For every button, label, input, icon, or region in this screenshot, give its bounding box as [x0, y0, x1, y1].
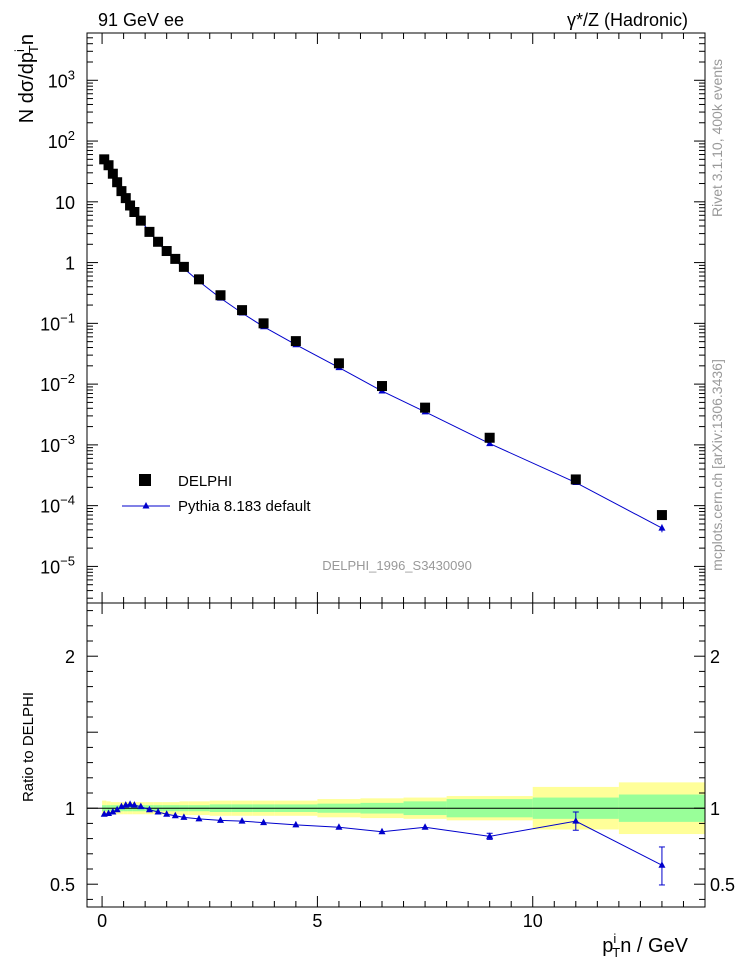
- legend-mc-label: Pythia 8.183 default: [178, 498, 311, 515]
- ratio-mc-point: [126, 800, 134, 807]
- ratio-mc-point: [658, 861, 666, 868]
- data-point: [333, 358, 344, 369]
- legend-data-marker: [139, 474, 151, 486]
- legend-data-label: DELPHI: [178, 473, 232, 490]
- ratio-mc-point: [260, 818, 268, 826]
- ratio-mc-point: [335, 823, 343, 830]
- main-y-tick-label: 10−5: [40, 553, 75, 577]
- ratio-mc-point: [113, 805, 121, 813]
- ratio-mc-point: [180, 813, 188, 820]
- data-point: [120, 193, 131, 204]
- data-point: [290, 336, 301, 347]
- ratio-mc-point: [421, 823, 429, 830]
- ratio-y-tick-label-right: 1: [710, 799, 720, 819]
- mc-point: [658, 524, 666, 531]
- ratio-plot-frame: [86, 602, 706, 908]
- ratio-y-tick-label: 1: [65, 799, 75, 819]
- data-point: [135, 215, 146, 226]
- ratio-mc-point: [217, 816, 225, 823]
- main-y-tick-label: 1: [65, 254, 75, 274]
- ratio-mc-point: [109, 808, 117, 815]
- ratio-mc-point: [130, 801, 138, 808]
- ratio-y-tick-label: 2: [65, 647, 75, 667]
- ratio-mc-point: [238, 817, 246, 824]
- ratio-mc-point: [171, 811, 179, 819]
- data-point: [116, 186, 127, 197]
- main-y-tick-label: 10−1: [40, 310, 75, 334]
- x-tick-label: 0: [97, 911, 107, 931]
- mc-point: [486, 439, 494, 447]
- data-point: [129, 206, 140, 217]
- ratio-y-tick-label-right: 2: [710, 647, 720, 667]
- energy-label: 91 GeV ee: [98, 10, 184, 30]
- main-y-tick-label: 10−4: [40, 493, 75, 517]
- ratio-panel: 0 5 10 0.5 0.5 1 1 2 2: [50, 602, 735, 931]
- ratio-mc-point: [572, 817, 580, 824]
- data-point: [153, 236, 164, 247]
- data-point: [484, 432, 495, 443]
- data-point: [144, 226, 155, 237]
- main-y-axis-label: N dσ/dpiTn: [12, 34, 41, 123]
- ratio-y-axis-label: Ratio to DELPHI: [20, 692, 37, 802]
- ratio-mc-point: [378, 827, 386, 835]
- data-point: [377, 381, 388, 392]
- legend: DELPHI Pythia 8.183 default: [122, 473, 311, 515]
- data-point: [112, 177, 123, 188]
- ratio-mc-point: [154, 808, 162, 815]
- data-point: [193, 274, 204, 285]
- data-point: [237, 305, 248, 316]
- data-point: [570, 474, 581, 485]
- main-y-tick-label: 10−3: [40, 432, 75, 456]
- data-point: [178, 261, 189, 272]
- main-y-tick-label: 102: [48, 128, 75, 152]
- ratio-y-tick-label: 0.5: [50, 875, 75, 895]
- main-y-tick-label: 10−2: [40, 371, 75, 395]
- ratio-mc-point: [486, 832, 494, 839]
- x-tick-label: 5: [312, 911, 322, 931]
- data-point: [656, 510, 667, 521]
- data-point: [125, 200, 136, 211]
- main-y-tick-label: 10: [55, 193, 75, 213]
- x-axis-label: pi Tn / GeV: [602, 931, 688, 960]
- data-point: [420, 402, 431, 413]
- legend-mc-marker: [142, 502, 150, 509]
- data-point: [170, 253, 181, 264]
- main-panel: 10−5 10−4 10−3 10−2 10−1 1 10 102 103: [40, 32, 706, 604]
- ratio-mc-point: [137, 802, 145, 810]
- mcplots-label: mcplots.cern.ch [arXiv:1306.3436]: [709, 359, 725, 571]
- x-tick-label: 10: [523, 911, 543, 931]
- data-point: [107, 168, 118, 179]
- data-point: [99, 154, 110, 165]
- ratio-mc-point: [163, 810, 171, 817]
- data-point: [161, 246, 172, 257]
- ratio-mc-point: [292, 820, 300, 828]
- ratio-y-tick-label-right: 0.5: [710, 875, 735, 895]
- data-point: [103, 160, 114, 171]
- analysis-label: DELPHI_1996_S3430090: [322, 558, 472, 573]
- process-label: γ*/Z (Hadronic): [567, 10, 688, 30]
- data-point: [258, 318, 269, 329]
- ratio-mc-point: [195, 814, 203, 822]
- rivet-label: Rivet 3.1.10, 400k events: [709, 59, 725, 217]
- ratio-mc-point: [145, 805, 153, 813]
- main-y-tick-label: 103: [48, 67, 75, 91]
- data-point: [215, 290, 226, 301]
